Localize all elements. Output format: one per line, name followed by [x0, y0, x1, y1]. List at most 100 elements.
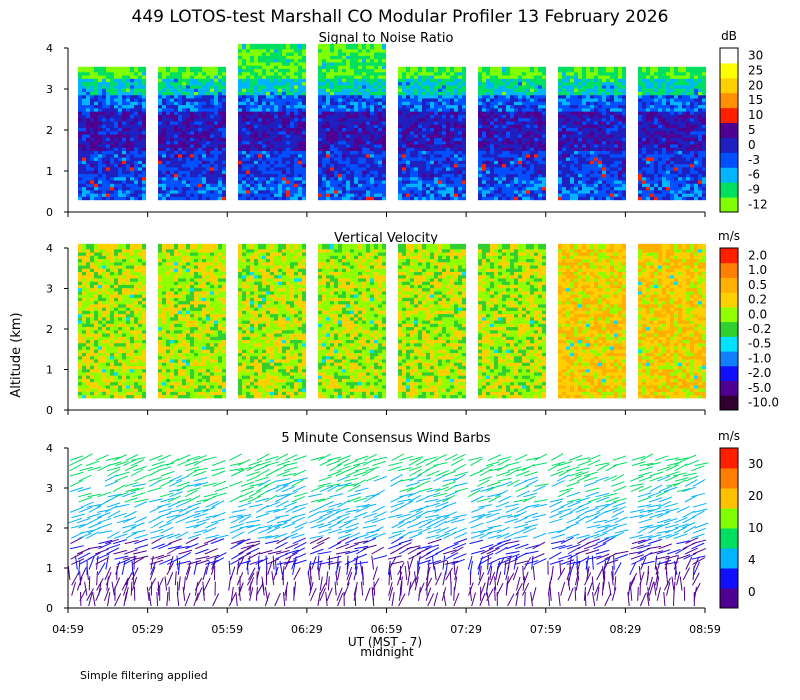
data-cell — [290, 73, 294, 79]
data-cell — [178, 102, 182, 109]
data-cell — [530, 102, 534, 109]
data-cell — [542, 115, 546, 122]
data-cell — [478, 145, 482, 151]
data-cell — [370, 145, 374, 151]
data-cell — [434, 83, 438, 89]
data-cell — [558, 168, 562, 174]
data-cell — [94, 122, 98, 129]
data-cell — [398, 168, 402, 174]
data-cell — [110, 132, 114, 138]
data-cell — [366, 99, 370, 106]
data-cell — [254, 93, 258, 99]
data-cell — [434, 122, 438, 129]
data-cell — [318, 125, 322, 132]
data-cell — [266, 53, 270, 60]
data-cell — [198, 158, 202, 165]
data-cell — [322, 168, 326, 174]
data-cell — [514, 109, 518, 115]
data-cell — [122, 129, 126, 135]
data-cell — [446, 89, 450, 96]
data-cell — [214, 106, 218, 112]
data-cell — [286, 194, 290, 201]
data-cell — [358, 102, 362, 109]
data-cell — [266, 106, 270, 112]
data-cell — [462, 96, 466, 102]
data-cell — [274, 194, 278, 201]
data-cell — [166, 86, 170, 92]
data-cell — [158, 76, 162, 83]
data-cell — [486, 66, 490, 73]
data-cell — [458, 83, 462, 89]
data-cell — [182, 109, 186, 115]
data-cell — [242, 66, 246, 73]
data-cell — [82, 73, 86, 79]
data-cell — [374, 70, 378, 76]
data-cell — [130, 125, 134, 132]
data-cell — [342, 115, 346, 122]
data-cell — [506, 86, 510, 92]
data-cell — [334, 138, 338, 145]
data-cell — [190, 106, 194, 112]
data-cell — [194, 115, 198, 122]
data-cell — [78, 119, 82, 125]
data-cell — [338, 148, 342, 155]
data-cell — [262, 106, 266, 112]
data-cell — [90, 99, 94, 106]
data-cell — [198, 184, 202, 191]
data-cell — [86, 106, 90, 112]
data-cell — [458, 135, 462, 142]
data-cell — [134, 79, 138, 86]
data-cell — [490, 125, 494, 132]
data-cell — [406, 165, 410, 171]
data-cell — [94, 115, 98, 122]
data-cell — [422, 191, 426, 197]
data-cell — [438, 178, 442, 184]
data-cell — [202, 148, 206, 155]
data-cell — [102, 175, 106, 181]
data-cell — [438, 145, 442, 151]
data-cell — [506, 79, 510, 86]
data-cell — [270, 171, 274, 178]
data-cell — [262, 63, 266, 69]
data-cell — [86, 148, 90, 155]
data-cell — [106, 165, 110, 171]
data-cell — [414, 145, 418, 151]
data-cell — [566, 181, 570, 188]
data-cell — [194, 194, 198, 201]
data-cell — [218, 152, 222, 158]
data-cell — [294, 56, 298, 63]
data-cell — [118, 89, 122, 96]
data-cell — [82, 171, 86, 178]
data-cell — [414, 184, 418, 191]
data-cell — [126, 181, 130, 188]
data-cell — [218, 122, 222, 129]
data-cell — [298, 56, 302, 63]
data-cell — [450, 194, 454, 201]
data-cell — [366, 132, 370, 138]
data-cell — [290, 63, 294, 69]
data-cell — [590, 145, 594, 151]
data-cell — [122, 191, 126, 197]
data-cell — [222, 168, 226, 174]
data-cell — [514, 83, 518, 89]
data-cell — [254, 86, 258, 92]
data-cell — [558, 194, 562, 201]
data-cell — [586, 142, 590, 148]
data-cell — [246, 89, 250, 96]
data-cell — [518, 76, 522, 83]
data-cell — [98, 86, 102, 92]
data-cell — [242, 89, 246, 96]
data-cell — [586, 99, 590, 106]
data-cell — [362, 83, 366, 89]
data-cell — [334, 135, 338, 142]
data-cell — [410, 93, 414, 99]
data-cell — [286, 161, 290, 168]
data-cell — [338, 50, 342, 56]
data-cell — [138, 79, 142, 86]
data-cell — [426, 188, 430, 194]
data-cell — [438, 135, 442, 142]
data-cell — [102, 165, 106, 171]
data-cell — [426, 76, 430, 83]
data-cell — [562, 132, 566, 138]
data-cell — [578, 122, 582, 129]
